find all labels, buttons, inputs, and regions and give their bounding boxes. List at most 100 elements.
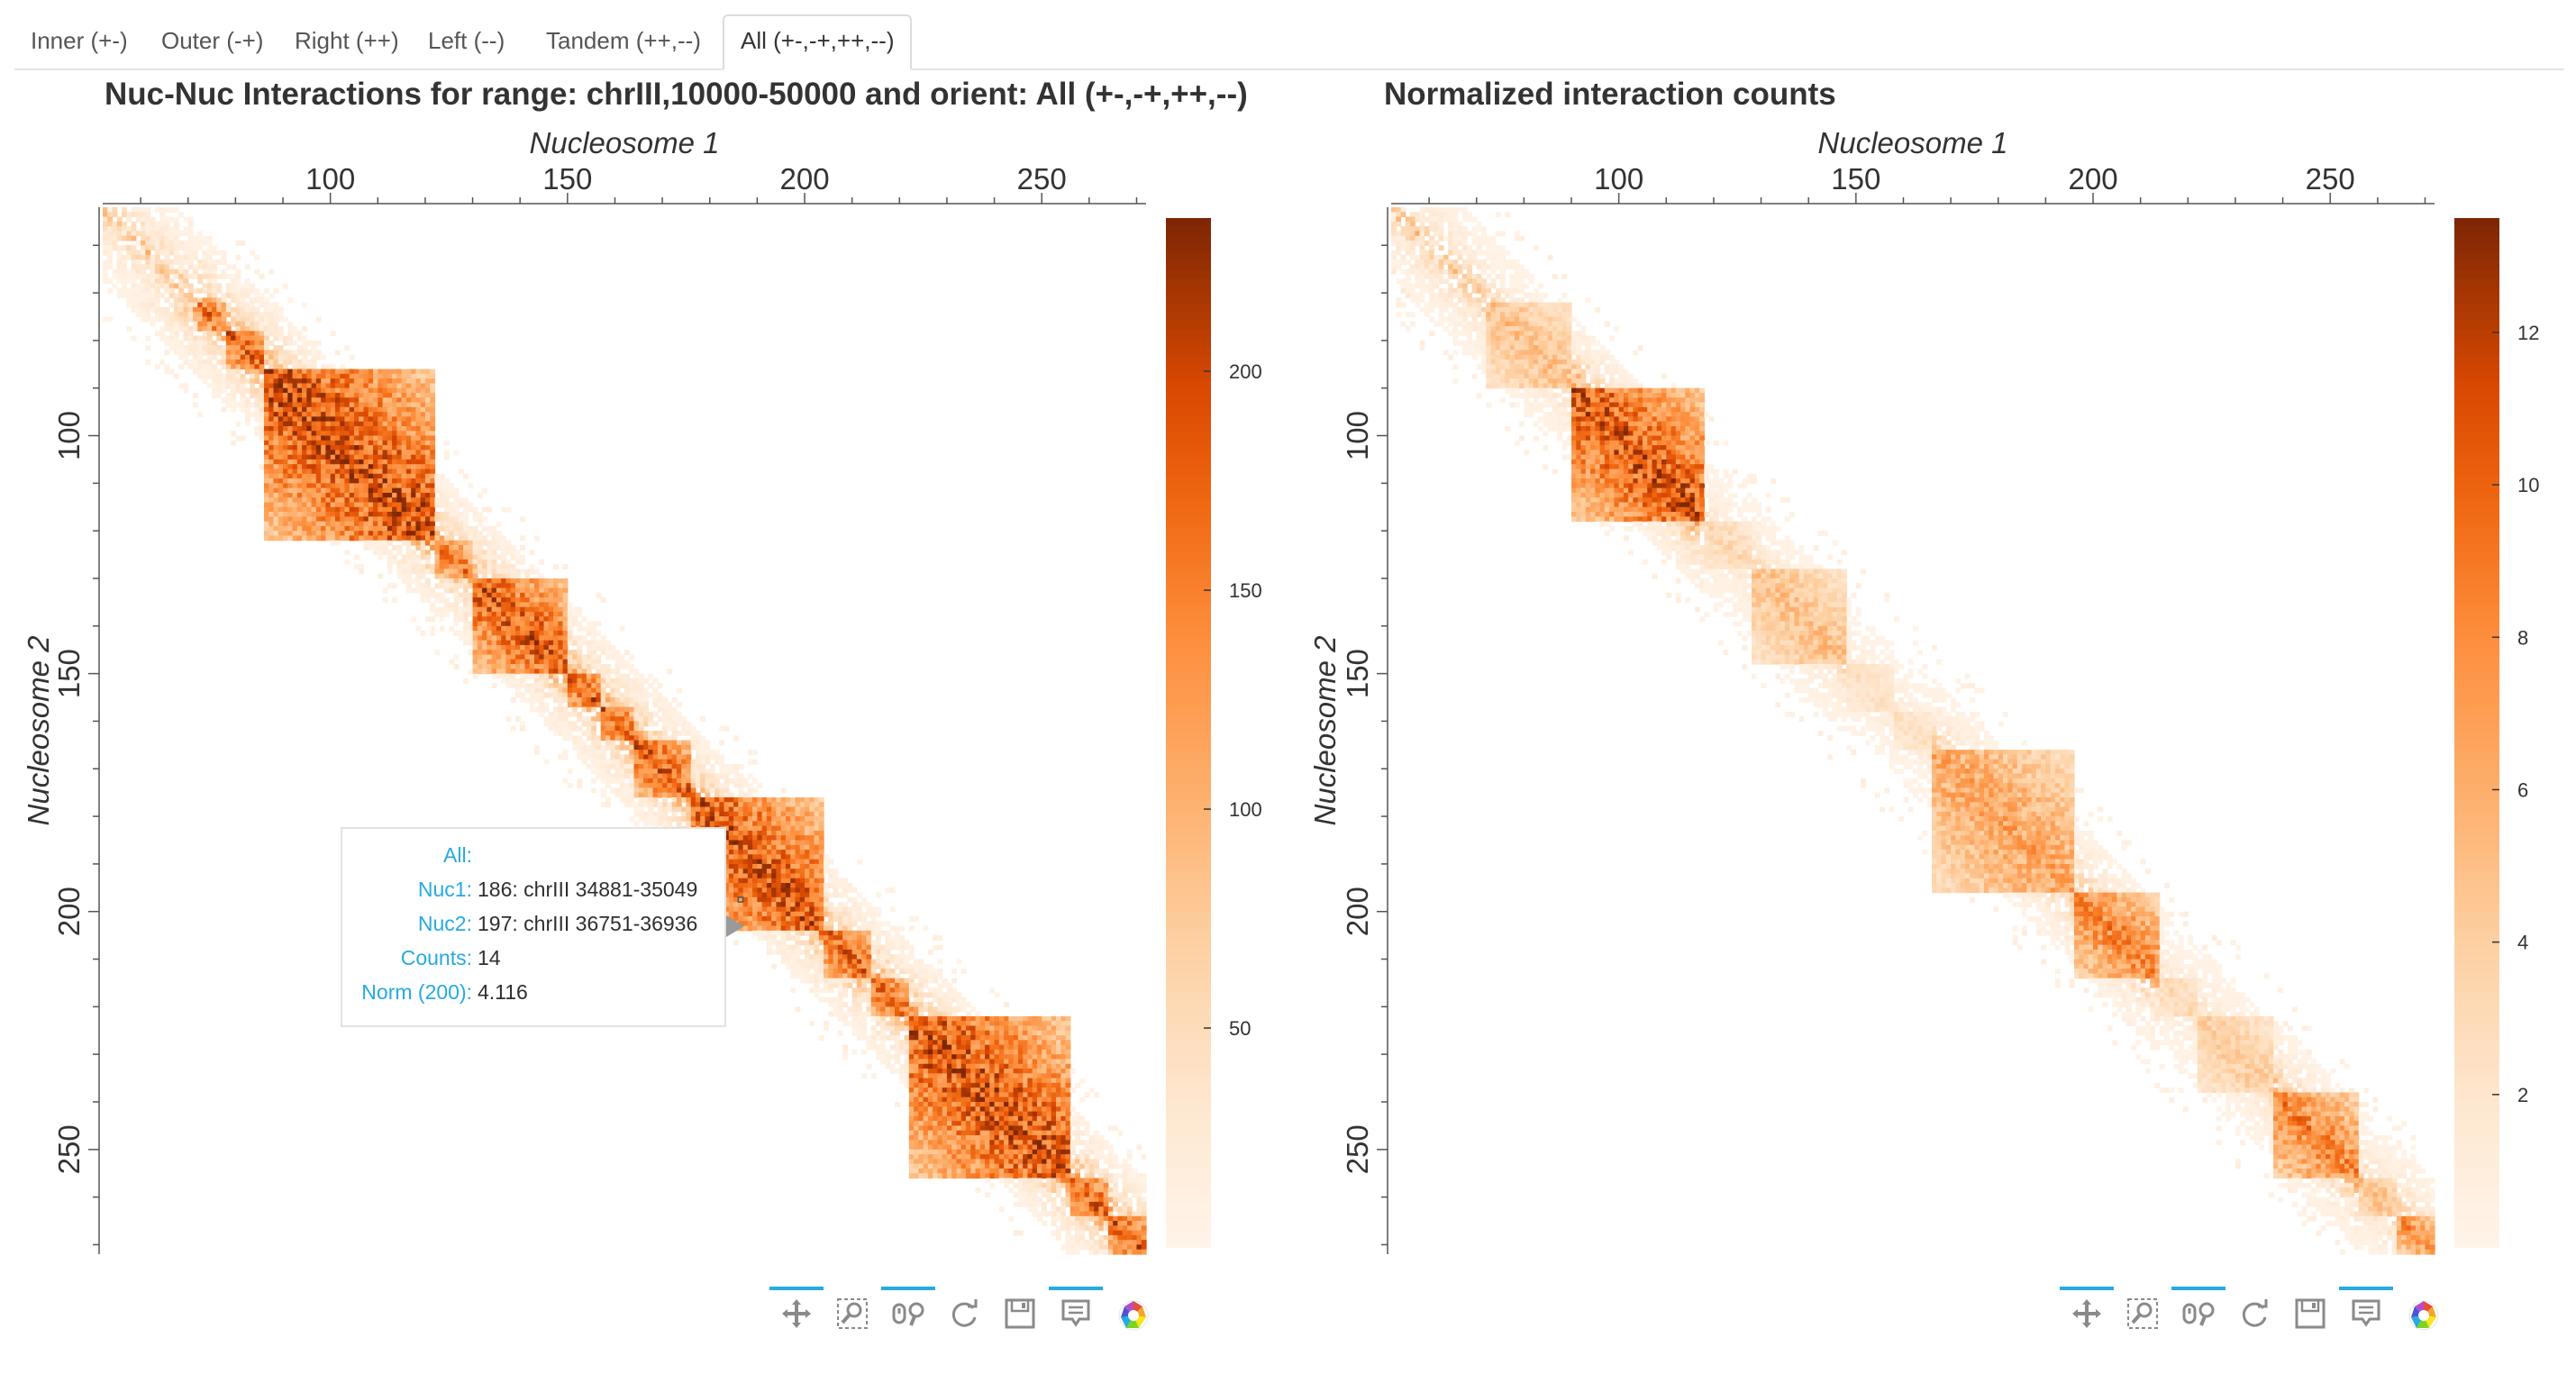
heatmap-cell[interactable] (524, 602, 531, 608)
heatmap-cell[interactable] (776, 806, 782, 813)
heatmap-cell[interactable] (761, 892, 768, 898)
heatmap-cell[interactable] (405, 431, 412, 437)
heatmap-cell[interactable] (269, 340, 275, 346)
heatmap-cell[interactable] (273, 306, 279, 313)
heatmap-cell[interactable] (401, 559, 407, 565)
heatmap-cell[interactable] (724, 816, 730, 822)
heatmap-cell[interactable] (671, 783, 678, 788)
heatmap-cell[interactable] (302, 483, 307, 489)
heatmap-cell[interactable] (439, 597, 445, 603)
heatmap-cell[interactable] (686, 750, 692, 756)
heatmap-cell[interactable] (287, 378, 294, 385)
heatmap-cell[interactable] (225, 345, 232, 351)
heatmap-cell[interactable] (539, 678, 545, 684)
heatmap-cell[interactable] (586, 744, 592, 751)
heatmap-cell[interactable] (600, 750, 606, 756)
heatmap-cell[interactable] (259, 383, 265, 389)
heatmap-cell[interactable] (728, 850, 734, 855)
heatmap-cell[interactable] (705, 783, 711, 788)
heatmap-cell[interactable] (766, 850, 772, 855)
heatmap-cell[interactable] (477, 602, 483, 608)
heatmap-cell[interactable] (690, 811, 696, 817)
heatmap-cell[interactable] (378, 492, 384, 498)
heatmap-cell[interactable] (325, 469, 332, 475)
heatmap-cell[interactable] (809, 887, 815, 894)
heatmap-cell[interactable] (283, 340, 288, 346)
heatmap-cell[interactable] (183, 359, 189, 365)
heatmap-cell[interactable] (482, 592, 487, 598)
heatmap-cell[interactable] (624, 769, 630, 775)
heatmap-cell[interactable] (302, 459, 307, 465)
heatmap-cell[interactable] (529, 683, 535, 689)
heatmap-cell[interactable] (131, 283, 137, 289)
heatmap-cell[interactable] (671, 697, 678, 703)
heatmap-cell[interactable] (533, 535, 540, 541)
heatmap-cell[interactable] (695, 750, 701, 756)
heatmap-cell[interactable] (761, 915, 768, 922)
heatmap-cell[interactable] (116, 264, 123, 270)
heatmap-cell[interactable] (396, 406, 403, 413)
heatmap-cell[interactable] (159, 259, 166, 265)
heatmap-cell[interactable] (491, 587, 497, 594)
heatmap-cell[interactable] (799, 811, 806, 817)
heatmap-cell[interactable] (311, 502, 317, 508)
heatmap-cell[interactable] (771, 949, 778, 955)
heatmap-cell[interactable] (633, 706, 640, 713)
heatmap-cell[interactable] (463, 597, 469, 603)
heatmap-cell[interactable] (103, 268, 108, 275)
heatmap-cell[interactable] (443, 502, 450, 508)
heatmap-cell[interactable] (340, 525, 346, 532)
heatmap-cell[interactable] (216, 331, 223, 337)
heatmap-cell[interactable] (430, 412, 436, 417)
heatmap-cell[interactable] (145, 245, 151, 251)
heatmap-cell[interactable] (757, 892, 763, 898)
heatmap-cell[interactable] (728, 806, 734, 813)
heatmap-cell[interactable] (424, 502, 431, 508)
heatmap-cell[interactable] (805, 896, 810, 903)
heatmap-cell[interactable] (221, 387, 227, 394)
heatmap-cell[interactable] (330, 445, 336, 450)
heatmap-cell[interactable] (269, 312, 275, 318)
heatmap-cell[interactable] (411, 578, 416, 584)
heatmap-cell[interactable] (548, 592, 554, 598)
heatmap-cell[interactable] (785, 806, 791, 813)
heatmap-cell[interactable] (785, 816, 791, 822)
heatmap-cell[interactable] (785, 902, 791, 908)
heatmap-cell[interactable] (629, 787, 635, 794)
heatmap-cell[interactable] (164, 221, 170, 227)
heatmap-cell[interactable] (790, 949, 796, 955)
heatmap-cell[interactable] (790, 869, 796, 875)
heatmap-cell[interactable] (292, 425, 298, 432)
heatmap-cell[interactable] (392, 483, 397, 489)
heatmap-cell[interactable] (287, 297, 294, 304)
heatmap-cell[interactable] (292, 364, 298, 370)
heatmap-cell[interactable] (610, 735, 616, 742)
heatmap-cell[interactable] (311, 473, 317, 479)
heatmap-cell[interactable] (724, 769, 730, 775)
heatmap-cell[interactable] (662, 806, 668, 813)
heatmap-cell[interactable] (424, 583, 431, 589)
heatmap-cell[interactable] (378, 525, 384, 532)
heatmap-cell[interactable] (424, 412, 431, 417)
heatmap-cell[interactable] (453, 616, 460, 623)
heatmap-cell[interactable] (368, 497, 374, 504)
heatmap-cell[interactable] (353, 373, 360, 379)
heatmap-cell[interactable] (520, 697, 526, 703)
heatmap-cell[interactable] (368, 473, 374, 479)
heatmap-cell[interactable] (472, 635, 478, 642)
heatmap-cell[interactable] (387, 412, 393, 417)
heatmap-cell[interactable] (505, 606, 512, 613)
heatmap-cell[interactable] (420, 631, 426, 636)
heatmap-cell[interactable] (373, 516, 378, 523)
heatmap-cell[interactable] (420, 540, 426, 546)
heatmap-cell[interactable] (619, 754, 625, 760)
heatmap-cell[interactable] (296, 350, 303, 356)
heatmap-cell[interactable] (715, 787, 720, 794)
heatmap-cell[interactable] (145, 212, 151, 218)
heatmap-cell[interactable] (667, 750, 673, 756)
heatmap-cell[interactable] (766, 906, 772, 913)
heatmap-cell[interactable] (577, 644, 583, 651)
heatmap-cell[interactable] (700, 796, 706, 803)
heatmap-cell[interactable] (235, 283, 241, 289)
heatmap-cell[interactable] (269, 512, 275, 517)
